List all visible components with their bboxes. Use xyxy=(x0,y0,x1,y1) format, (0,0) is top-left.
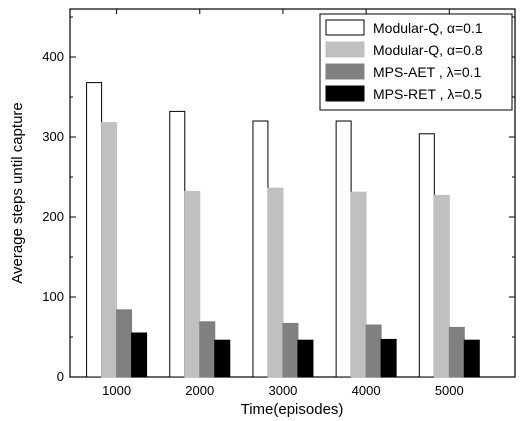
y-tick-label: 300 xyxy=(42,129,64,144)
tick-labels: 0 100 200 300 400 1000 2000 3000 4000 5000 xyxy=(42,49,463,398)
legend-label-modular-q-alpha-01: Modular-Q, α=0.1 xyxy=(373,20,483,36)
bar xyxy=(282,322,299,378)
legend-swatch-mps-ret xyxy=(325,85,365,102)
legend-label-mps-aet: MPS-AET , λ=0.1 xyxy=(373,64,481,80)
bar xyxy=(463,339,480,378)
y-tick-label: 0 xyxy=(57,369,64,384)
bar xyxy=(380,338,397,378)
legend-swatch-mps-aet xyxy=(325,63,365,80)
bar xyxy=(433,194,450,378)
x-tick-label: 5000 xyxy=(435,383,464,398)
legend-swatch-modular-q-alpha-01 xyxy=(325,19,365,36)
bar xyxy=(252,120,269,378)
bar xyxy=(116,309,133,378)
bar xyxy=(101,122,118,378)
bar xyxy=(335,120,352,378)
bar xyxy=(184,190,201,378)
bar xyxy=(199,321,216,378)
x-tick-label: 2000 xyxy=(185,383,214,398)
bar xyxy=(169,110,186,378)
legend-label-modular-q-alpha-08: Modular-Q, α=0.8 xyxy=(373,42,483,58)
legend-label-mps-ret: MPS-RET , λ=0.5 xyxy=(373,86,482,102)
bars xyxy=(86,82,480,378)
x-tick-label: 1000 xyxy=(102,383,131,398)
legend: Modular-Q, α=0.1 Modular-Q, α=0.8 MPS-AE… xyxy=(319,13,513,111)
bar xyxy=(448,326,465,378)
bar xyxy=(267,187,284,378)
y-axis-title: Average steps until capture xyxy=(9,102,26,284)
bar xyxy=(365,324,382,378)
bar xyxy=(350,191,367,378)
y-tick-label: 400 xyxy=(42,49,64,64)
axis-ticks xyxy=(70,9,515,378)
bar xyxy=(131,332,148,378)
x-axis-title: Time(episodes) xyxy=(241,401,344,418)
bar xyxy=(418,133,435,378)
bar xyxy=(86,82,103,378)
x-tick-label: 3000 xyxy=(268,383,297,398)
legend-swatch-modular-q-alpha-08 xyxy=(325,41,365,58)
bar xyxy=(297,339,314,378)
y-tick-label: 200 xyxy=(42,209,64,224)
x-tick-label: 4000 xyxy=(352,383,381,398)
y-tick-label: 100 xyxy=(42,289,64,304)
bar xyxy=(214,339,231,378)
